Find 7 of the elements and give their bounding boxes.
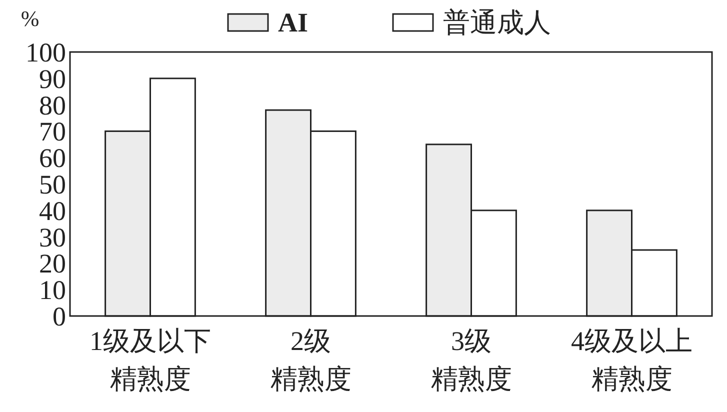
- x-tick-label: 3级精熟度: [430, 326, 512, 394]
- legend-label: AI: [278, 7, 308, 38]
- x-tick-label: 1级及以下精熟度: [90, 326, 211, 394]
- legend-label: 普通成人: [443, 7, 551, 38]
- x-tick-label: 4级及以上精熟度: [571, 326, 692, 394]
- x-tick-label: 2级精熟度: [270, 326, 352, 394]
- y-axis-title: %: [20, 6, 40, 31]
